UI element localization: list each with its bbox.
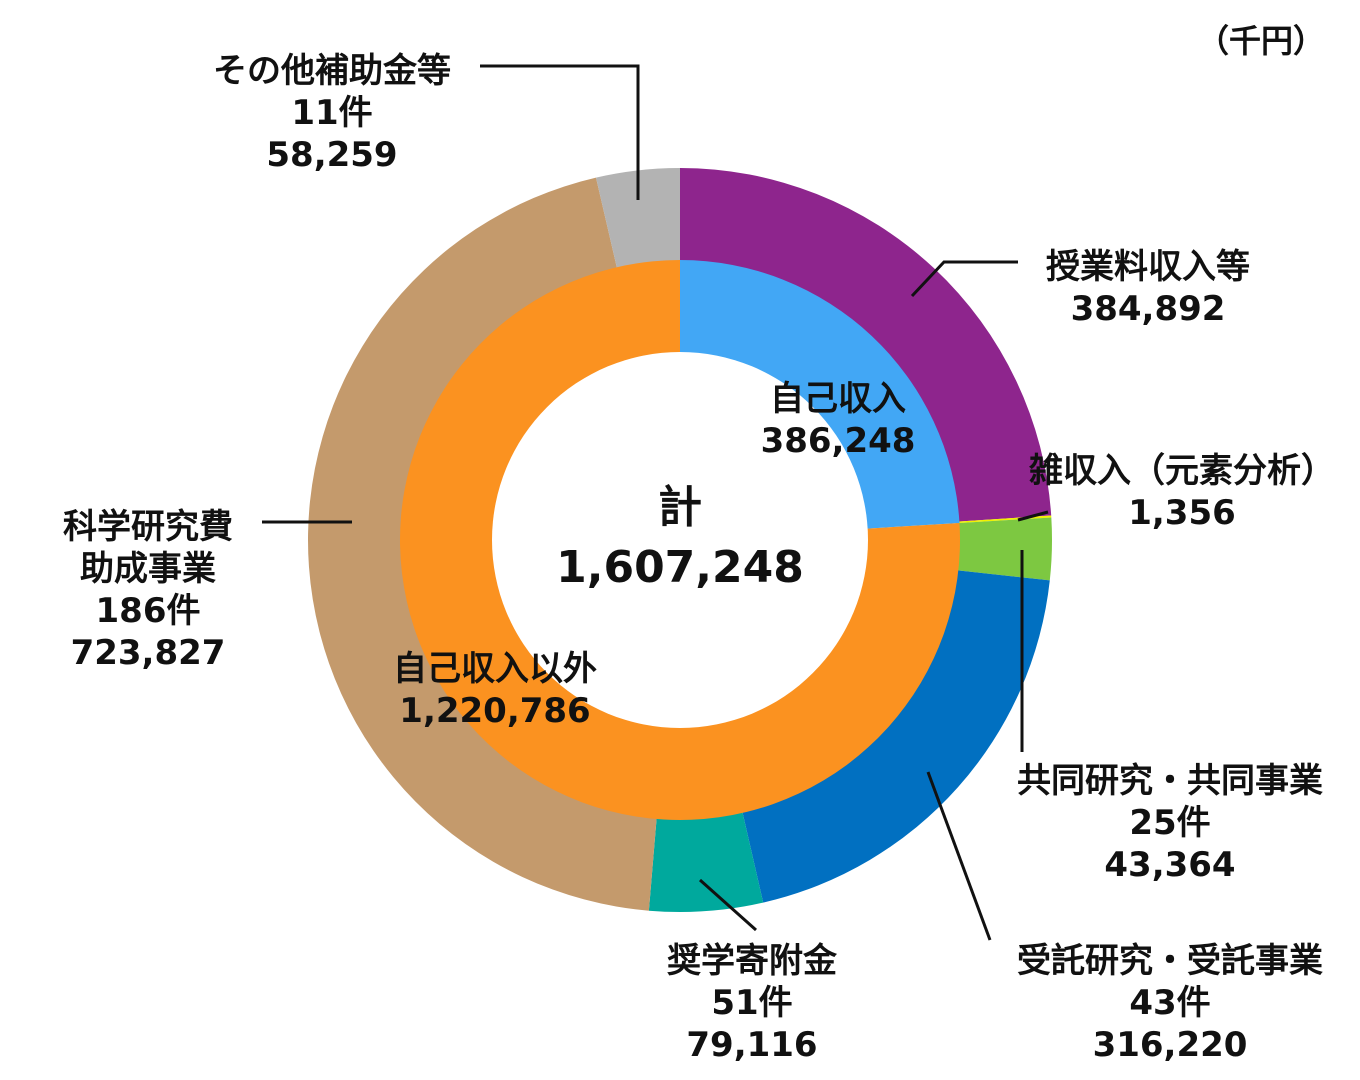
outer-label-line: 316,220: [1093, 1025, 1248, 1065]
outer-slice-2: [954, 517, 1053, 581]
inner-label-value: 1,220,786: [399, 691, 590, 731]
label-scholarship-donation: 奨学寄附金 51件 79,116: [667, 941, 838, 1065]
label-other-subsidies: その他補助金等 11件 58,259: [213, 51, 451, 175]
outer-slice-4: [648, 809, 764, 913]
outer-label-line: 科学研究費: [63, 507, 233, 547]
inner-label-value: 386,248: [761, 421, 916, 461]
outer-slice-5: [307, 177, 657, 911]
outer-label-line: 奨学寄附金: [667, 941, 838, 981]
outer-label-line: 186件: [96, 591, 201, 631]
outer-label-line: 共同研究・共同事業: [1017, 761, 1323, 801]
label-tuition: 授業料収入等 384,892: [1046, 247, 1250, 329]
outer-slice-3: [741, 569, 1050, 903]
leader-line-misc-income: [1017, 510, 1049, 522]
outer-label-line: 授業料収入等: [1046, 247, 1250, 287]
outer-label-line: 51件: [711, 983, 792, 1023]
outer-label-line: 25件: [1129, 803, 1210, 843]
outer-label-line: 43,364: [1104, 845, 1235, 885]
inner-label-self-income: 自己収入 386,248: [761, 379, 916, 461]
inner-ring: [400, 260, 961, 821]
center-total: 1,607,248: [556, 542, 804, 593]
outer-label-line: 助成事業: [80, 549, 216, 589]
inner-label-name: 自己収入以外: [393, 649, 597, 689]
outer-label-line: 43件: [1129, 983, 1210, 1023]
center-title: 計: [658, 482, 702, 533]
outer-label-line: 11件: [291, 93, 372, 133]
label-contract-research: 受託研究・受託事業 43件 316,220: [1017, 941, 1323, 1065]
outer-label-line: その他補助金等: [213, 51, 451, 91]
unit-label: （千円）: [1197, 22, 1325, 60]
outer-label-line: 雑収入（元素分析）: [1028, 451, 1335, 491]
outer-label-line: 1,356: [1128, 493, 1236, 533]
label-kakenhi: 科学研究費 助成事業 186件 723,827: [63, 507, 233, 673]
label-misc-income: 雑収入（元素分析） 1,356: [1028, 451, 1335, 533]
outer-slice-6: [595, 168, 680, 272]
inner-label-non-self-income: 自己収入以外 1,220,786: [393, 649, 597, 731]
leader-line-other-subsidies: [480, 64, 640, 200]
label-joint-research: 共同研究・共同事業 25件 43,364: [1017, 761, 1323, 885]
leader-line-contract-research: [926, 771, 992, 941]
outer-label-line: 384,892: [1071, 289, 1226, 329]
inner-label-name: 自己収入: [770, 379, 906, 419]
inner-slice-0: [680, 260, 960, 529]
outer-label-line: 受託研究・受託事業: [1017, 941, 1323, 981]
outer-ring: [307, 168, 1053, 913]
outer-label-line: 79,116: [686, 1025, 817, 1065]
outer-label-line: 723,827: [71, 633, 226, 673]
inner-slice-1: [400, 260, 961, 821]
outer-slice-0: [680, 168, 1052, 522]
outer-label-line: 58,259: [266, 135, 397, 175]
leader-line-scholarship-donation: [699, 878, 757, 932]
donut-hole: [492, 352, 868, 728]
leader-line-tuition: [910, 260, 1018, 298]
